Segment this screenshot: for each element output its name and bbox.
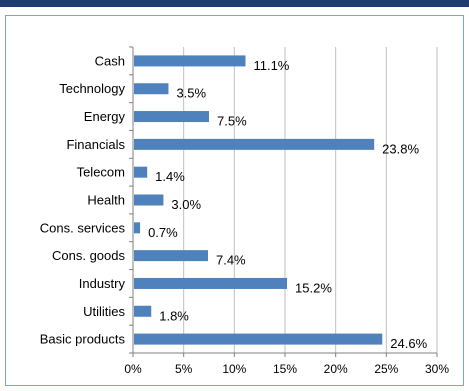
chart-gridlines (183, 47, 438, 353)
chart-labels: 0% 5% 10% 15% 20% 25% 30% Cash 11.1% Technology 3.… (40, 53, 450, 376)
x-tick-label: 25% (374, 362, 398, 376)
bar-industry (134, 277, 288, 289)
value-label: 15.2% (295, 280, 332, 295)
bar-technology (134, 83, 169, 95)
chart-bars (134, 55, 383, 345)
bar-telecom (134, 166, 148, 178)
bar-cash (134, 55, 246, 67)
x-tick-label: 30% (425, 362, 449, 376)
category-label: Financials (66, 137, 125, 152)
bar-energy (134, 111, 209, 123)
category-label: Cash (95, 53, 125, 68)
x-tick-label: 20% (324, 362, 348, 376)
value-label: 3.0% (171, 197, 201, 212)
bar-cons-goods (134, 250, 208, 262)
chart-axes (129, 46, 438, 357)
bar-cons-services (134, 222, 141, 234)
category-label: Technology (59, 81, 125, 96)
value-label: 7.5% (217, 114, 247, 129)
category-label: Utilities (83, 304, 125, 319)
value-label: 1.8% (159, 308, 189, 323)
value-label: 11.1% (253, 58, 289, 73)
x-tick-label: 10% (222, 362, 246, 376)
value-label: 23.8% (382, 141, 419, 156)
value-label: 1.4% (155, 169, 185, 184)
category-label: Industry (79, 276, 126, 291)
category-label: Cons. services (40, 220, 126, 235)
category-label: Cons. goods (52, 248, 125, 263)
value-label: 24.6% (390, 336, 427, 351)
x-tick-label: 15% (273, 362, 297, 376)
bar-financials (134, 138, 375, 150)
x-tick-label: 5% (175, 362, 193, 376)
category-label: Health (87, 193, 125, 208)
top-banner-bar (0, 0, 469, 7)
value-label: 0.7% (148, 225, 178, 240)
category-label: Basic products (40, 332, 126, 347)
bar-basic-products (134, 333, 383, 345)
bar-utilities (134, 305, 152, 317)
bar-health (134, 194, 164, 206)
x-tick-label: 0% (124, 362, 142, 376)
value-label: 7.4% (216, 253, 246, 268)
category-label: Energy (84, 109, 126, 124)
value-label: 3.5% (176, 86, 206, 101)
category-label: Telecom (77, 165, 125, 180)
